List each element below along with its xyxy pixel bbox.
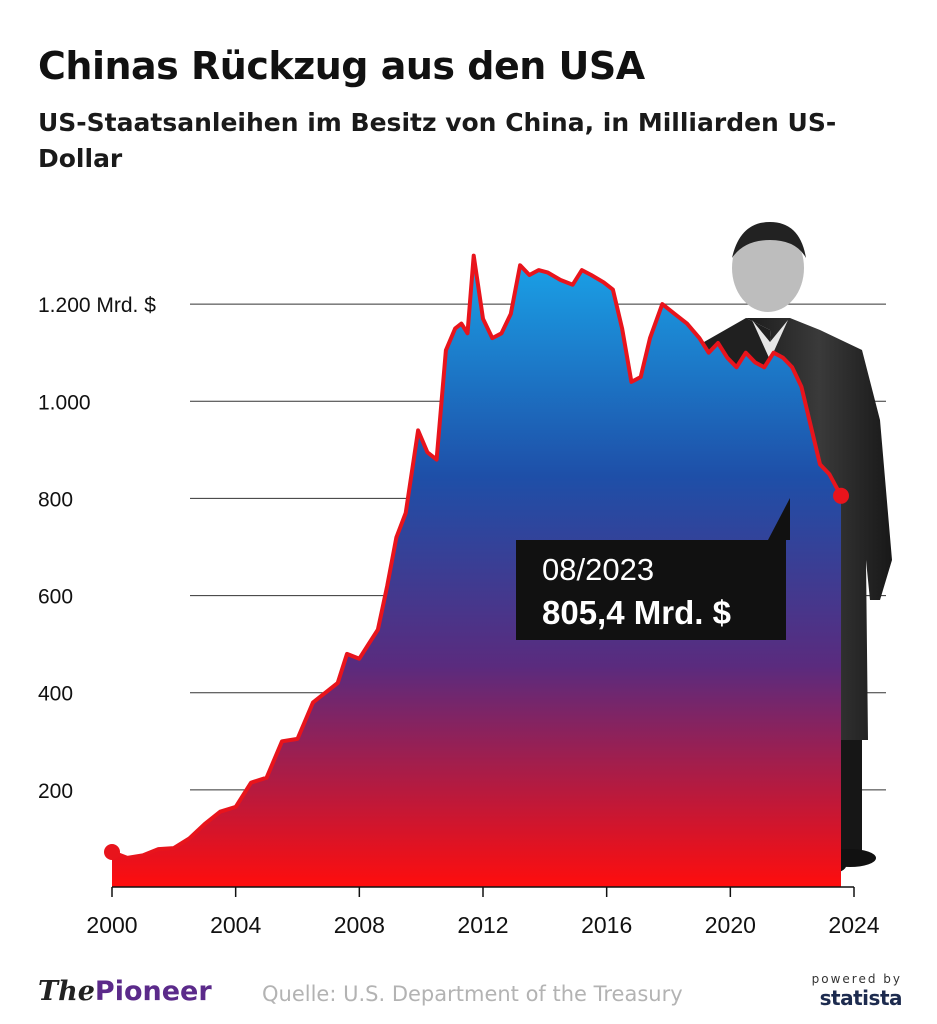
- powered-by-label: powered by: [811, 972, 902, 986]
- x-tick-label: 2012: [457, 912, 508, 938]
- logo-pioneer: Pioneer: [94, 976, 212, 1007]
- start-point-marker: [104, 844, 120, 861]
- annotation-date: 08/2023: [542, 552, 654, 587]
- y-tick-label: 600: [38, 586, 73, 609]
- annotation-value: 805,4 Mrd. $: [542, 594, 731, 631]
- thepioneer-logo: ThePioneer: [38, 976, 212, 1007]
- logo-the: The: [38, 976, 95, 1007]
- y-tick-label: 1.200 Mrd. $: [38, 294, 156, 317]
- annotation-pointer: [768, 498, 790, 540]
- end-point-marker: [833, 487, 850, 504]
- area-fill: [112, 255, 841, 888]
- y-tick-label: 400: [38, 683, 73, 706]
- y-tick-label: 800: [38, 488, 73, 511]
- source-note: Quelle: U.S. Department of the Treasury: [262, 982, 683, 1006]
- chart: 200 400 600 800 1.000 1.200 Mrd. $ 2000 2004 20…: [38, 222, 892, 938]
- data-line: [111, 253, 843, 860]
- x-tick-label: 2016: [581, 912, 632, 938]
- x-tick-label: 2004: [210, 912, 261, 938]
- x-tick-label: 2008: [334, 912, 385, 938]
- y-tick-label: 200: [38, 780, 73, 803]
- x-tick-label: 2024: [828, 912, 879, 938]
- x-tick-label: 2020: [705, 912, 756, 938]
- x-tick-label: 2000: [86, 912, 137, 938]
- y-tick-label: 1.000: [38, 391, 91, 414]
- chart-title: Chinas Rückzug aus den USA: [38, 44, 645, 88]
- statista-logo: powered by statista: [790, 972, 903, 1010]
- annotation-box: [516, 540, 786, 640]
- chart-subtitle: US-Staatsanleihen im Besitz von China, i…: [38, 108, 837, 173]
- statista-name: statista: [819, 986, 903, 1010]
- value-annotation: 08/2023 805,4 Mrd. $: [516, 498, 790, 640]
